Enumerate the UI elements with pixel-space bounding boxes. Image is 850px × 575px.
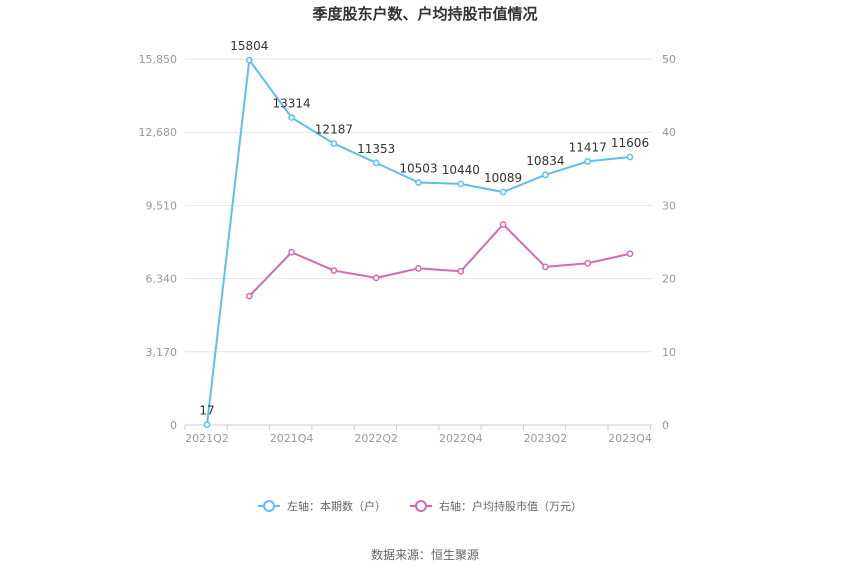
data-point[interactable] [626, 153, 634, 161]
data-label: 11353 [357, 142, 395, 156]
data-point[interactable] [330, 140, 338, 147]
legend-label: 左轴：本期数（户） [287, 499, 386, 513]
series-line-holders [206, 57, 631, 425]
data-point[interactable] [372, 159, 380, 167]
y-left-tick-label: 12,680 [139, 126, 178, 139]
data-point[interactable] [372, 274, 380, 282]
series-line-avg-value [248, 222, 631, 297]
y-left-tick-label: 3,170 [146, 346, 178, 359]
legend-item[interactable]: 左轴：本期数（户） [258, 499, 386, 513]
data-point[interactable] [584, 259, 592, 267]
axes: 0 0 3,170 10 6,340 20 9,510 30 12,680 40 15,850 50 2… [139, 53, 677, 445]
data-point[interactable] [415, 179, 422, 186]
data-point[interactable] [288, 248, 295, 256]
y-left-tick-label: 9,510 [146, 199, 178, 212]
legend-item[interactable]: 右轴：户均持股市值（万元） [410, 499, 582, 513]
y-left-tick-label: 6,340 [146, 273, 178, 286]
data-label: 13314 [273, 97, 311, 111]
data-label: 10089 [484, 171, 522, 185]
data-label: 12187 [315, 123, 353, 137]
data-point[interactable] [457, 180, 465, 188]
data-label: 10503 [399, 161, 437, 175]
data-source: 数据来源：恒生聚源 [371, 547, 479, 562]
y-right-tick-label: 40 [662, 126, 676, 139]
data-label: 10834 [526, 154, 564, 168]
x-tick-label: 2023Q4 [608, 432, 652, 445]
x-tick-label: 2021Q4 [270, 432, 314, 445]
data-label: 15804 [230, 39, 268, 53]
data-point[interactable] [288, 114, 295, 121]
x-tick-label: 2021Q2 [185, 432, 229, 445]
y-right-tick-label: 10 [662, 346, 676, 359]
chart-title: 季度股东户数、户均持股市值情况 [312, 5, 537, 23]
data-label: 11417 [569, 140, 607, 154]
data-point[interactable] [584, 158, 592, 165]
y-left-tick-label: 15,850 [139, 53, 178, 66]
data-point[interactable] [626, 250, 634, 258]
y-right-tick-label: 30 [662, 199, 676, 212]
y-right-tick-label: 50 [662, 53, 676, 66]
grid-lines [185, 58, 652, 353]
data-label: 17 [199, 404, 214, 418]
legend-marker [415, 500, 427, 512]
data-label: 10440 [442, 163, 480, 177]
data-point[interactable] [542, 171, 549, 179]
y-right-tick-label: 0 [662, 419, 669, 432]
data-point[interactable] [457, 267, 465, 275]
data-point[interactable] [330, 267, 338, 274]
x-tick-label: 2023Q2 [524, 432, 568, 445]
y-right-tick-label: 20 [662, 273, 676, 286]
data-point[interactable] [542, 263, 549, 271]
data-point[interactable] [245, 292, 253, 300]
data-point[interactable] [245, 56, 253, 64]
legend-marker [263, 500, 275, 512]
legend[interactable]: 左轴：本期数（户） 右轴：户均持股市值（万元） [258, 499, 582, 513]
data-point[interactable] [499, 221, 507, 228]
data-labels: 17 15804 13314 12187 11353 10503 10440 10089 108… [199, 39, 649, 418]
data-point[interactable] [415, 265, 422, 272]
y-left-tick-label: 0 [170, 419, 177, 432]
x-tick-label: 2022Q4 [439, 432, 483, 445]
data-point[interactable] [203, 421, 211, 428]
legend-label: 右轴：户均持股市值（万元） [439, 499, 582, 513]
series-layer [203, 56, 634, 428]
x-tick-label: 2022Q2 [354, 432, 398, 445]
data-label: 11606 [611, 136, 649, 150]
data-point[interactable] [499, 188, 507, 196]
